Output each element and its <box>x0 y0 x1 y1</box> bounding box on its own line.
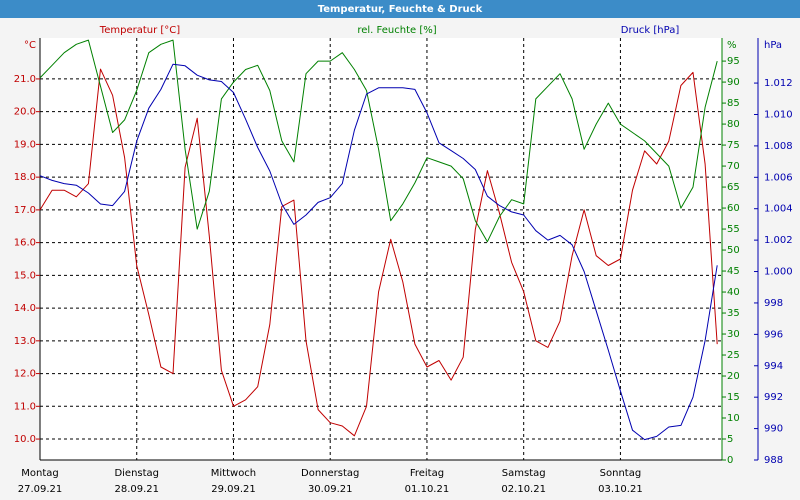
y-tick-label: 5 <box>727 434 733 445</box>
y-tick-label: 85 <box>727 98 740 109</box>
data-line <box>39 63 718 441</box>
axis-unit: hPa <box>764 40 782 51</box>
y-tick-label: 12.0 <box>14 369 36 380</box>
legend-entry: Druck [hPa] <box>621 25 680 36</box>
x-tick-label: Freitag <box>410 468 444 479</box>
plot-area <box>40 38 722 460</box>
x-tick-date: 28.09.21 <box>114 484 159 495</box>
title-bar <box>0 0 800 18</box>
y-tick-label: 996 <box>764 329 783 340</box>
x-tick-date: 01.10.21 <box>405 484 450 495</box>
y-tick-label: 998 <box>764 298 783 309</box>
y-tick-label: 988 <box>764 455 783 466</box>
y-tick-label: 16.0 <box>14 238 36 249</box>
y-tick-label: 19.0 <box>14 139 36 150</box>
x-tick-label: Samstag <box>502 468 546 479</box>
y-tick-label: 1.006 <box>764 172 793 183</box>
y-tick-label: 1.008 <box>764 141 793 152</box>
y-tick-label: 1.004 <box>764 204 793 215</box>
y-tick-label: 13.0 <box>14 336 36 347</box>
y-tick-label: 35 <box>727 308 740 319</box>
y-tick-label: 20 <box>727 371 740 382</box>
y-tick-label: 992 <box>764 392 783 403</box>
y-tick-label: 80 <box>727 119 740 130</box>
x-tick-date: 29.09.21 <box>211 484 256 495</box>
x-tick-label: Mittwoch <box>211 468 256 479</box>
y-tick-label: 55 <box>727 224 740 235</box>
y-tick-label: 30 <box>727 329 740 340</box>
y-tick-label: 25 <box>727 350 740 361</box>
x-tick-label: Dienstag <box>114 468 159 479</box>
x-tick-label: Donnerstag <box>301 468 359 479</box>
legend-entry: rel. Feuchte [%] <box>357 25 436 36</box>
y-tick-label: 1.002 <box>764 235 793 246</box>
y-tick-label: 10.0 <box>14 434 36 445</box>
y-tick-label: 11.0 <box>14 401 36 412</box>
x-tick-date: 03.10.21 <box>598 484 643 495</box>
x-tick-label: Sonntag <box>600 468 642 479</box>
y-tick-label: 40 <box>727 287 740 298</box>
y-tick-label: 1.000 <box>764 267 793 278</box>
y-tick-label: 90 <box>727 77 740 88</box>
y-tick-label: 60 <box>727 203 740 214</box>
y-tick-label: 50 <box>727 245 740 256</box>
y-tick-label: 75 <box>727 140 740 151</box>
y-tick-label: 990 <box>764 424 783 435</box>
data-line <box>39 39 718 243</box>
y-tick-label: 994 <box>764 361 783 372</box>
legend-entry: Temperatur [°C] <box>99 25 180 36</box>
axis-unit: °C <box>24 40 36 51</box>
x-tick-date: 27.09.21 <box>18 484 63 495</box>
chart-title: Temperatur, Feuchte & Druck <box>318 4 483 15</box>
y-tick-label: 1.012 <box>764 78 793 89</box>
y-tick-label: 15.0 <box>14 270 36 281</box>
y-tick-label: 17.0 <box>14 205 36 216</box>
y-tick-label: 20.0 <box>14 107 36 118</box>
y-tick-label: 18.0 <box>14 172 36 183</box>
axis-unit: % <box>727 40 737 51</box>
y-tick-label: 65 <box>727 182 740 193</box>
data-line <box>39 68 718 437</box>
y-tick-label: 0 <box>727 455 733 466</box>
y-tick-label: 21.0 <box>14 74 36 85</box>
y-tick-label: 95 <box>727 56 740 67</box>
x-tick-date: 30.09.21 <box>308 484 353 495</box>
y-tick-label: 14.0 <box>14 303 36 314</box>
y-tick-label: 10 <box>727 413 740 424</box>
x-tick-date: 02.10.21 <box>501 484 546 495</box>
x-tick-label: Montag <box>21 468 58 479</box>
y-tick-label: 1.010 <box>764 109 793 120</box>
y-tick-label: 70 <box>727 161 740 172</box>
y-tick-label: 45 <box>727 266 740 277</box>
y-tick-label: 15 <box>727 392 740 403</box>
